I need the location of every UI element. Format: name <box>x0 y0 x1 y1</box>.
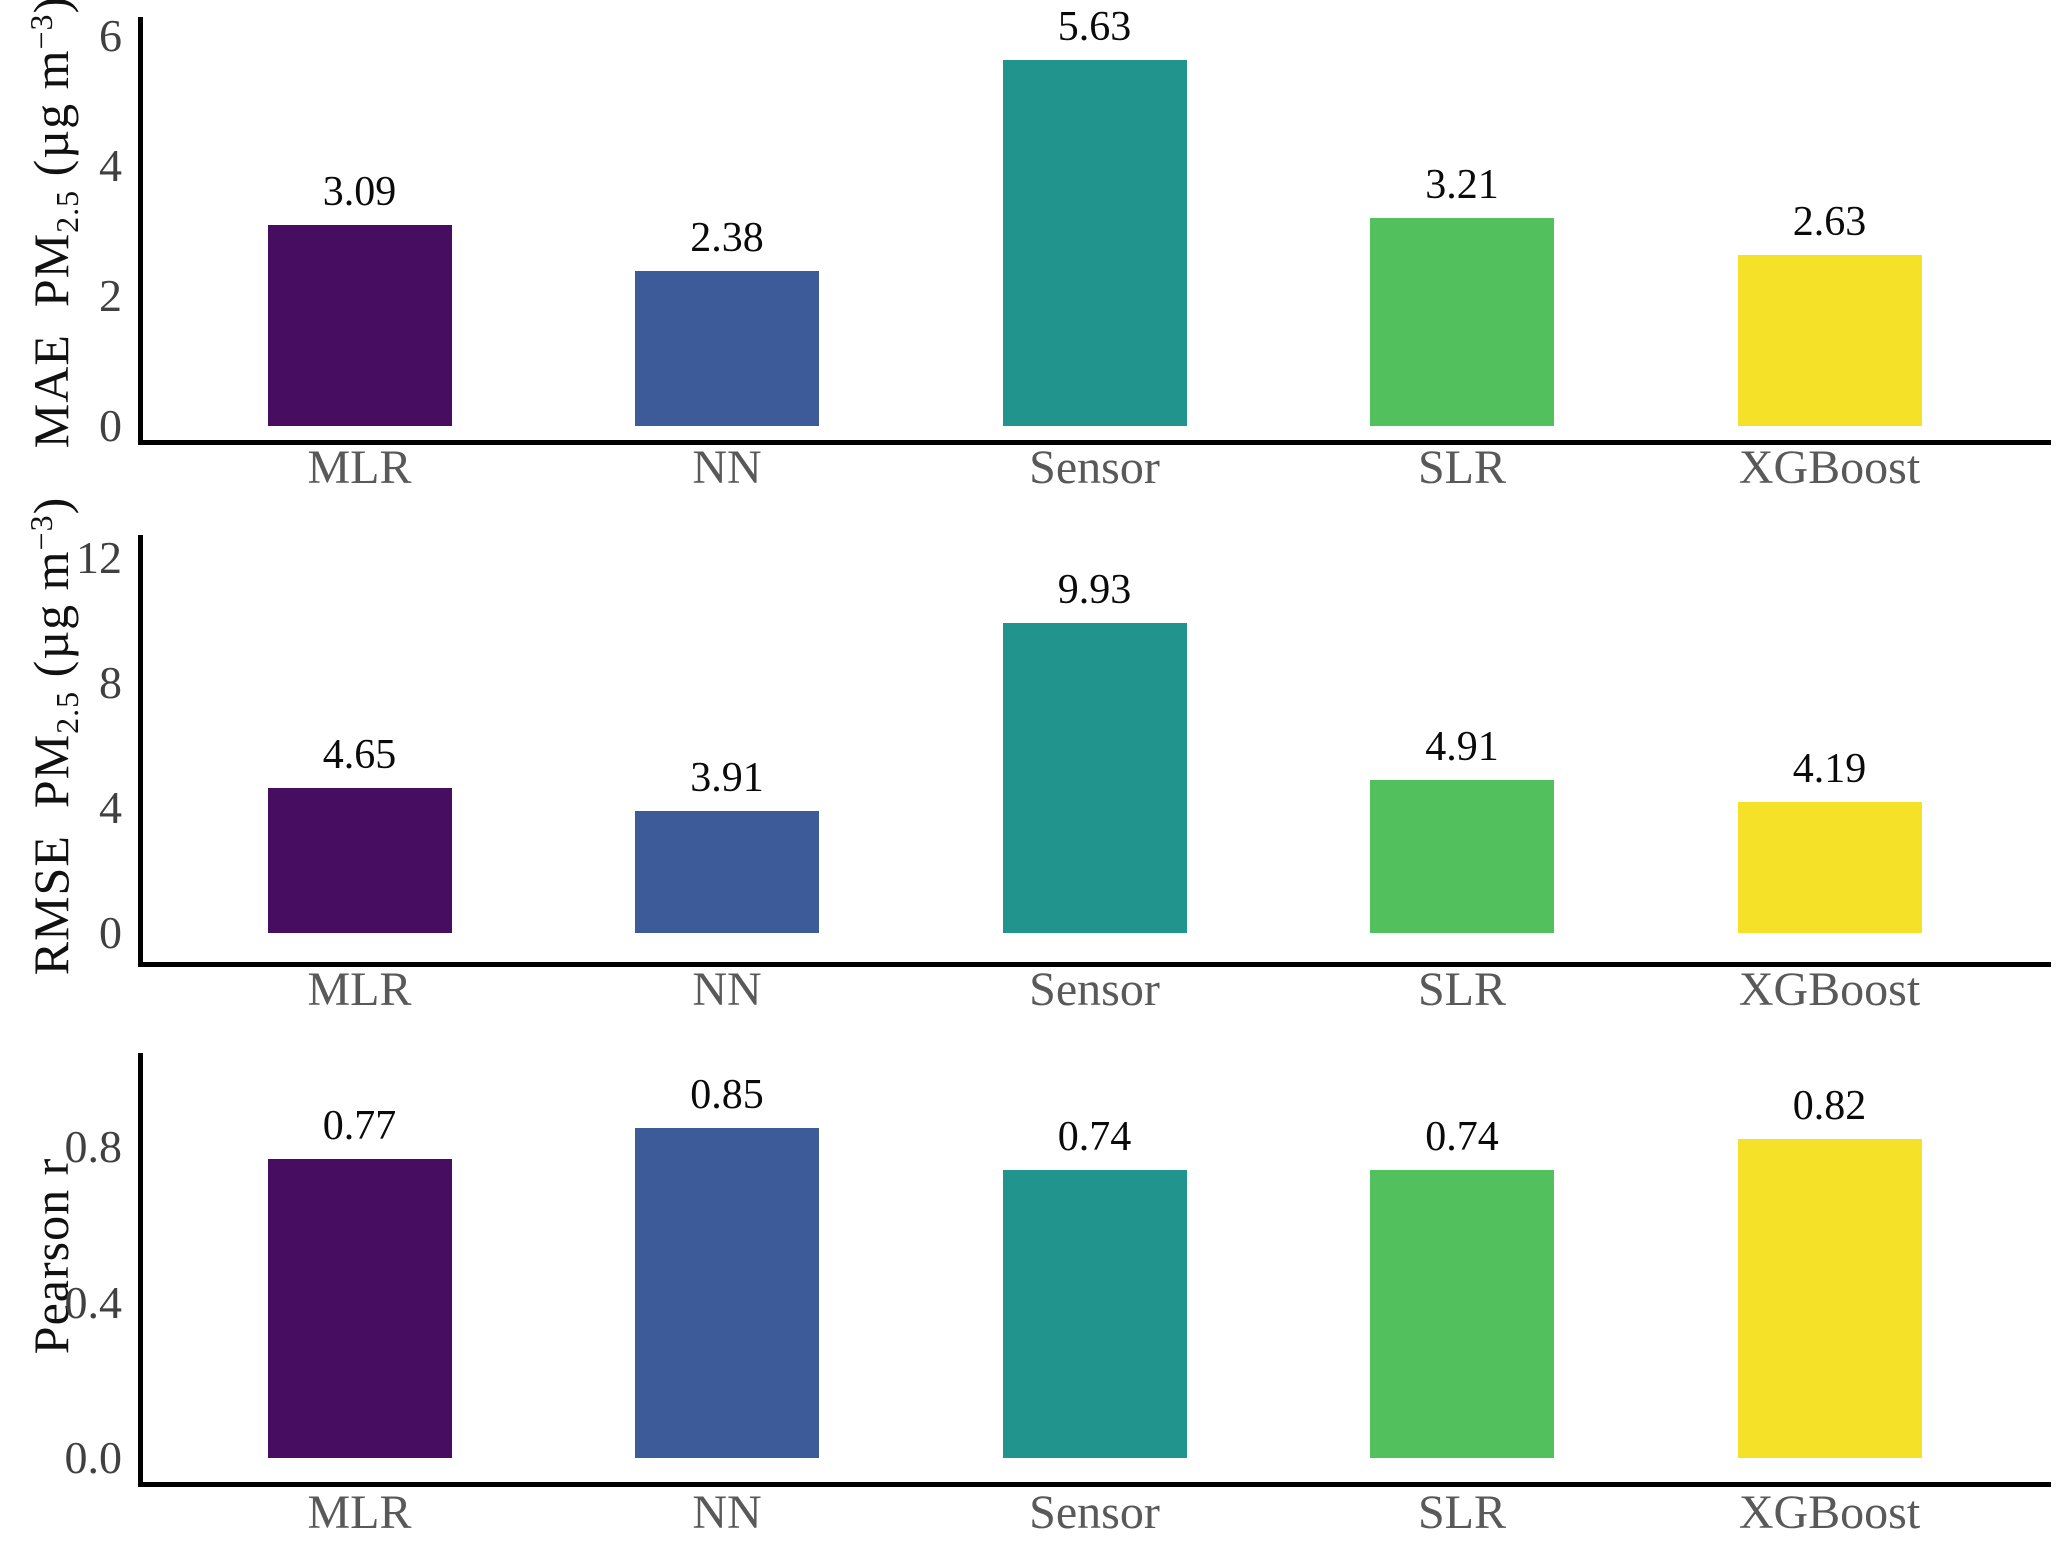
bar-value-label: 2.63 <box>1792 199 1867 246</box>
y-axis-spine <box>138 1053 143 1487</box>
bar-slr <box>1370 1170 1554 1458</box>
x-axis-spine <box>138 440 2051 445</box>
panel-mae: MAE PM2.5 (µg m−3) 0 2 4 6 3.09 MLR 2.38 NN 5.63… <box>0 0 2067 514</box>
y-axis-label-mae: MAE PM2.5 (µg m−3) <box>22 0 86 448</box>
x-tick-label-nn: NN <box>692 441 762 494</box>
bar-value-label: 3.91 <box>690 754 764 801</box>
bar-value-label: 4.91 <box>1425 723 1499 770</box>
y-tick-label: 0.8 <box>64 1121 123 1173</box>
bar-value-label: 3.09 <box>322 169 397 216</box>
bar-slr <box>1370 217 1554 426</box>
bar-value-label: 0.77 <box>322 1102 397 1149</box>
x-tick-label-mlr: MLR <box>307 963 412 1016</box>
bar-value-label: 0.82 <box>1792 1083 1867 1130</box>
bar-value-label: 4.19 <box>1792 746 1867 793</box>
y-tick-label: 6 <box>99 10 122 62</box>
x-axis-spine <box>138 962 2051 967</box>
bar-mlr <box>267 1158 452 1458</box>
bar-value-label: 9.93 <box>1057 567 1132 614</box>
y-tick-label: 4 <box>99 782 122 834</box>
y-axis-spine <box>138 17 143 445</box>
bar-xgboost <box>1737 255 1922 426</box>
x-tick-label-sensor: Sensor <box>1029 441 1160 494</box>
x-tick-label-xgboost: XGBoost <box>1738 1486 1921 1539</box>
x-tick-label-slr: SLR <box>1417 441 1507 494</box>
y-tick-label: 8 <box>99 657 122 709</box>
y-axis-spine <box>138 535 143 967</box>
bar-nn <box>635 810 819 933</box>
y-tick-label: 0.0 <box>64 1432 123 1483</box>
y-axis-label-close: ) <box>23 496 80 515</box>
x-tick-label-xgboost: XGBoost <box>1738 441 1921 494</box>
x-tick-label-sensor: Sensor <box>1029 963 1160 1016</box>
y-tick-label: 2 <box>99 270 122 322</box>
x-tick-label-sensor: Sensor <box>1029 1486 1160 1539</box>
bar-mlr <box>267 225 452 426</box>
panel-rmse: RMSE PM2.5 (µg m−3) 0 4 8 12 4.65 MLR 3.91 NN 9.… <box>0 497 2067 1034</box>
x-tick-label-nn: NN <box>692 963 762 1016</box>
bar-value-label: 3.21 <box>1425 161 1499 208</box>
bar-value-label: 0.85 <box>690 1071 764 1118</box>
x-tick-label-xgboost: XGBoost <box>1738 963 1921 1016</box>
y-tick-label: 0 <box>99 400 122 451</box>
y-tick-label: 0 <box>99 907 122 958</box>
bar-sensor <box>1002 623 1187 933</box>
x-tick-label-slr: SLR <box>1417 1486 1507 1539</box>
x-tick-label-slr: SLR <box>1417 963 1507 1016</box>
bar-value-label: 5.63 <box>1057 4 1132 51</box>
x-tick-label-nn: NN <box>692 1486 762 1539</box>
bar-slr <box>1370 779 1554 933</box>
y-tick-label: 0.4 <box>64 1276 123 1328</box>
x-tick-label-mlr: MLR <box>307 441 412 494</box>
y-axis-label-subscript: 2.5 <box>48 189 85 233</box>
bar-xgboost <box>1737 1139 1922 1458</box>
bar-nn <box>635 271 819 426</box>
y-tick-label: 12 <box>76 532 122 584</box>
x-tick-label-mlr: MLR <box>307 1486 412 1539</box>
bar-value-label: 2.38 <box>690 215 764 262</box>
panel-pearson: Pearson r 0.0 0.4 0.8 0.77 MLR 0.85 NN 0.74 Sens… <box>0 1034 2067 1541</box>
bar-sensor <box>1002 1170 1187 1458</box>
bar-value-label: 0.74 <box>1057 1114 1132 1161</box>
x-axis-spine <box>138 1482 2051 1487</box>
bar-xgboost <box>1737 802 1922 933</box>
bar-value-label: 0.74 <box>1425 1114 1499 1161</box>
bar-sensor <box>1002 60 1187 426</box>
bar-value-label: 4.65 <box>322 731 397 778</box>
y-tick-label: 4 <box>99 140 122 192</box>
y-axis-label-close: ) <box>23 0 80 14</box>
bar-nn <box>635 1127 819 1458</box>
bar-mlr <box>267 787 452 933</box>
